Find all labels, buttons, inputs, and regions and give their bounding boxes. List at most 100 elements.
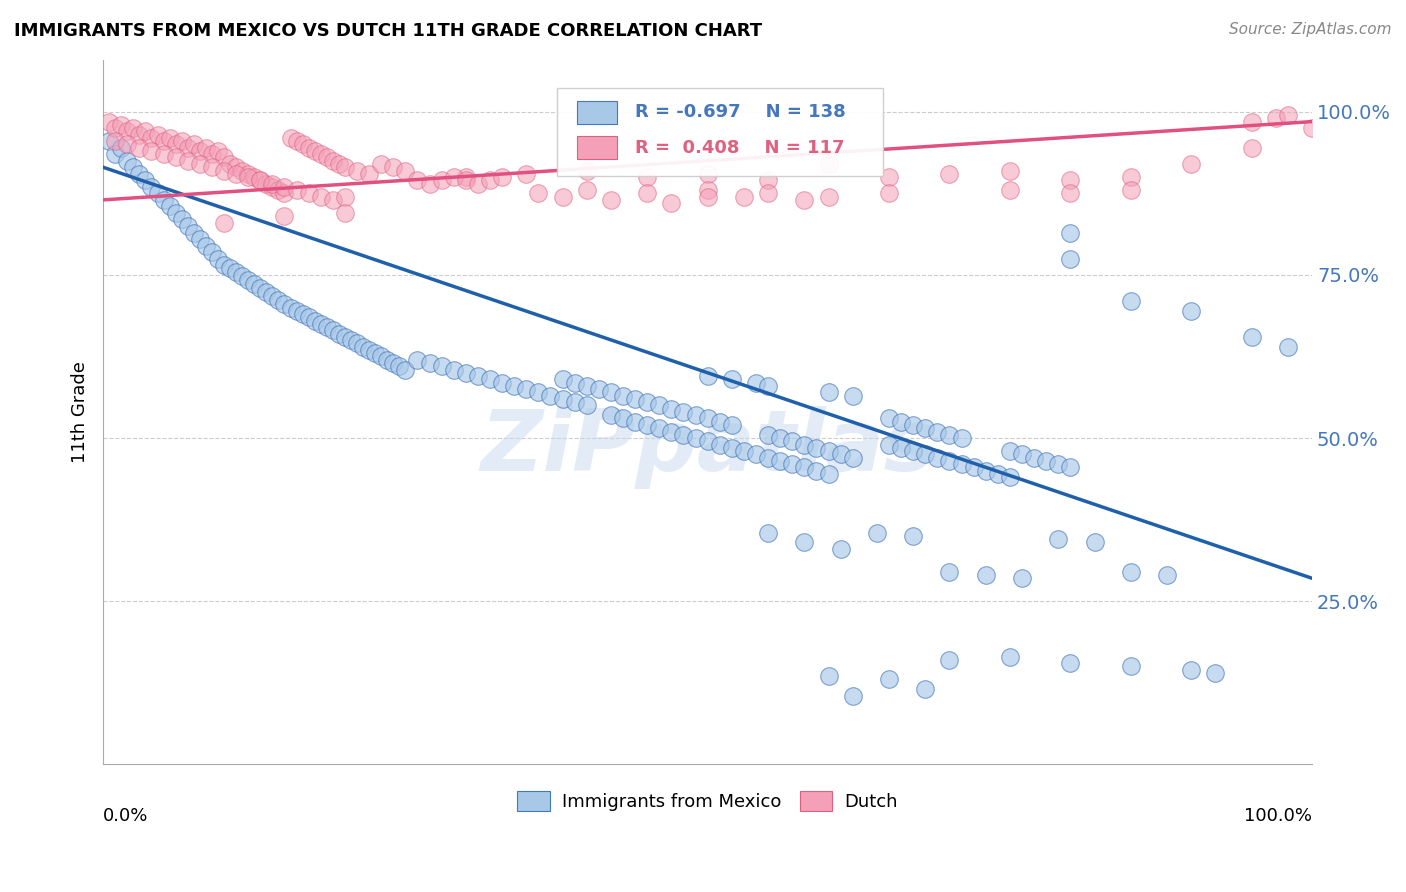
Point (454, 169, 477, 184)
Point (659, 196, 682, 211)
Text: R = -0.697    N = 138: R = -0.697 N = 138 (636, 103, 846, 121)
Point (696, 189, 718, 203)
Point (648, 398, 671, 412)
Text: IMMIGRANTS FROM MEXICO VS DUTCH 11TH GRADE CORRELATION CHART: IMMIGRANTS FROM MEXICO VS DUTCH 11TH GRA… (14, 22, 762, 40)
Point (225, 167, 247, 181)
Point (375, 352, 398, 367)
Point (273, 209, 295, 223)
Point (273, 186, 295, 201)
Point (696, 369, 718, 384)
Point (212, 163, 235, 178)
Y-axis label: 11th Grade: 11th Grade (72, 361, 89, 463)
Bar (576, 136, 617, 160)
Point (322, 323, 344, 337)
Point (685, 408, 707, 422)
Point (225, 265, 247, 279)
Point (938, 427, 960, 442)
Point (352, 340, 374, 354)
Point (1083, 535, 1105, 549)
Point (1059, 252, 1081, 266)
Point (709, 415, 731, 429)
Point (346, 163, 368, 178)
Point (388, 359, 411, 374)
Point (962, 460, 984, 475)
Point (1059, 226, 1081, 240)
Point (1277, 340, 1299, 354)
Point (231, 163, 253, 178)
Point (346, 336, 368, 351)
Point (491, 169, 513, 184)
Point (159, 199, 181, 213)
Point (659, 401, 682, 416)
Point (696, 183, 718, 197)
Point (817, 444, 839, 458)
Point (177, 219, 200, 233)
Point (817, 669, 839, 683)
Point (830, 541, 852, 556)
Point (624, 415, 647, 429)
Point (177, 153, 200, 168)
Point (1119, 293, 1142, 308)
Point (382, 161, 405, 175)
Point (769, 454, 792, 468)
Point (201, 161, 224, 175)
Point (238, 273, 260, 287)
Point (1264, 112, 1286, 126)
Point (1119, 565, 1142, 579)
Point (328, 326, 350, 341)
Legend: Immigrants from Mexico, Dutch: Immigrants from Mexico, Dutch (510, 783, 905, 819)
Point (527, 385, 550, 400)
Point (188, 144, 211, 158)
Point (141, 131, 163, 145)
Point (467, 369, 489, 384)
Point (98, 114, 121, 128)
Point (128, 141, 150, 155)
Point (249, 173, 271, 187)
Point (280, 131, 302, 145)
Point (1277, 108, 1299, 122)
Point (1047, 457, 1070, 471)
Point (1240, 330, 1263, 344)
Point (159, 131, 181, 145)
Point (793, 535, 815, 549)
Point (1119, 659, 1142, 673)
Point (152, 134, 174, 148)
Point (207, 144, 229, 158)
Point (927, 425, 949, 439)
Point (231, 269, 253, 284)
Point (128, 128, 150, 142)
Point (950, 457, 973, 471)
Point (309, 189, 332, 203)
Point (134, 173, 156, 187)
Point (285, 134, 308, 148)
Point (927, 450, 949, 465)
Point (515, 382, 537, 396)
Point (225, 161, 247, 175)
Point (364, 346, 387, 360)
Point (998, 183, 1021, 197)
Point (170, 134, 193, 148)
Point (527, 186, 550, 201)
Point (974, 464, 997, 478)
Point (262, 179, 284, 194)
Point (659, 425, 682, 439)
Point (974, 568, 997, 582)
Point (333, 189, 356, 203)
Point (938, 167, 960, 181)
Point (1180, 157, 1202, 171)
Point (636, 186, 658, 201)
Point (1059, 186, 1081, 201)
Point (104, 147, 127, 161)
Point (817, 385, 839, 400)
Point (479, 173, 502, 187)
Point (1301, 121, 1323, 136)
Bar (576, 101, 617, 124)
Point (877, 673, 900, 687)
Point (575, 379, 598, 393)
Point (1059, 173, 1081, 187)
Point (194, 141, 217, 155)
Point (950, 431, 973, 445)
Point (328, 157, 350, 171)
Point (201, 147, 224, 161)
Point (165, 206, 187, 220)
